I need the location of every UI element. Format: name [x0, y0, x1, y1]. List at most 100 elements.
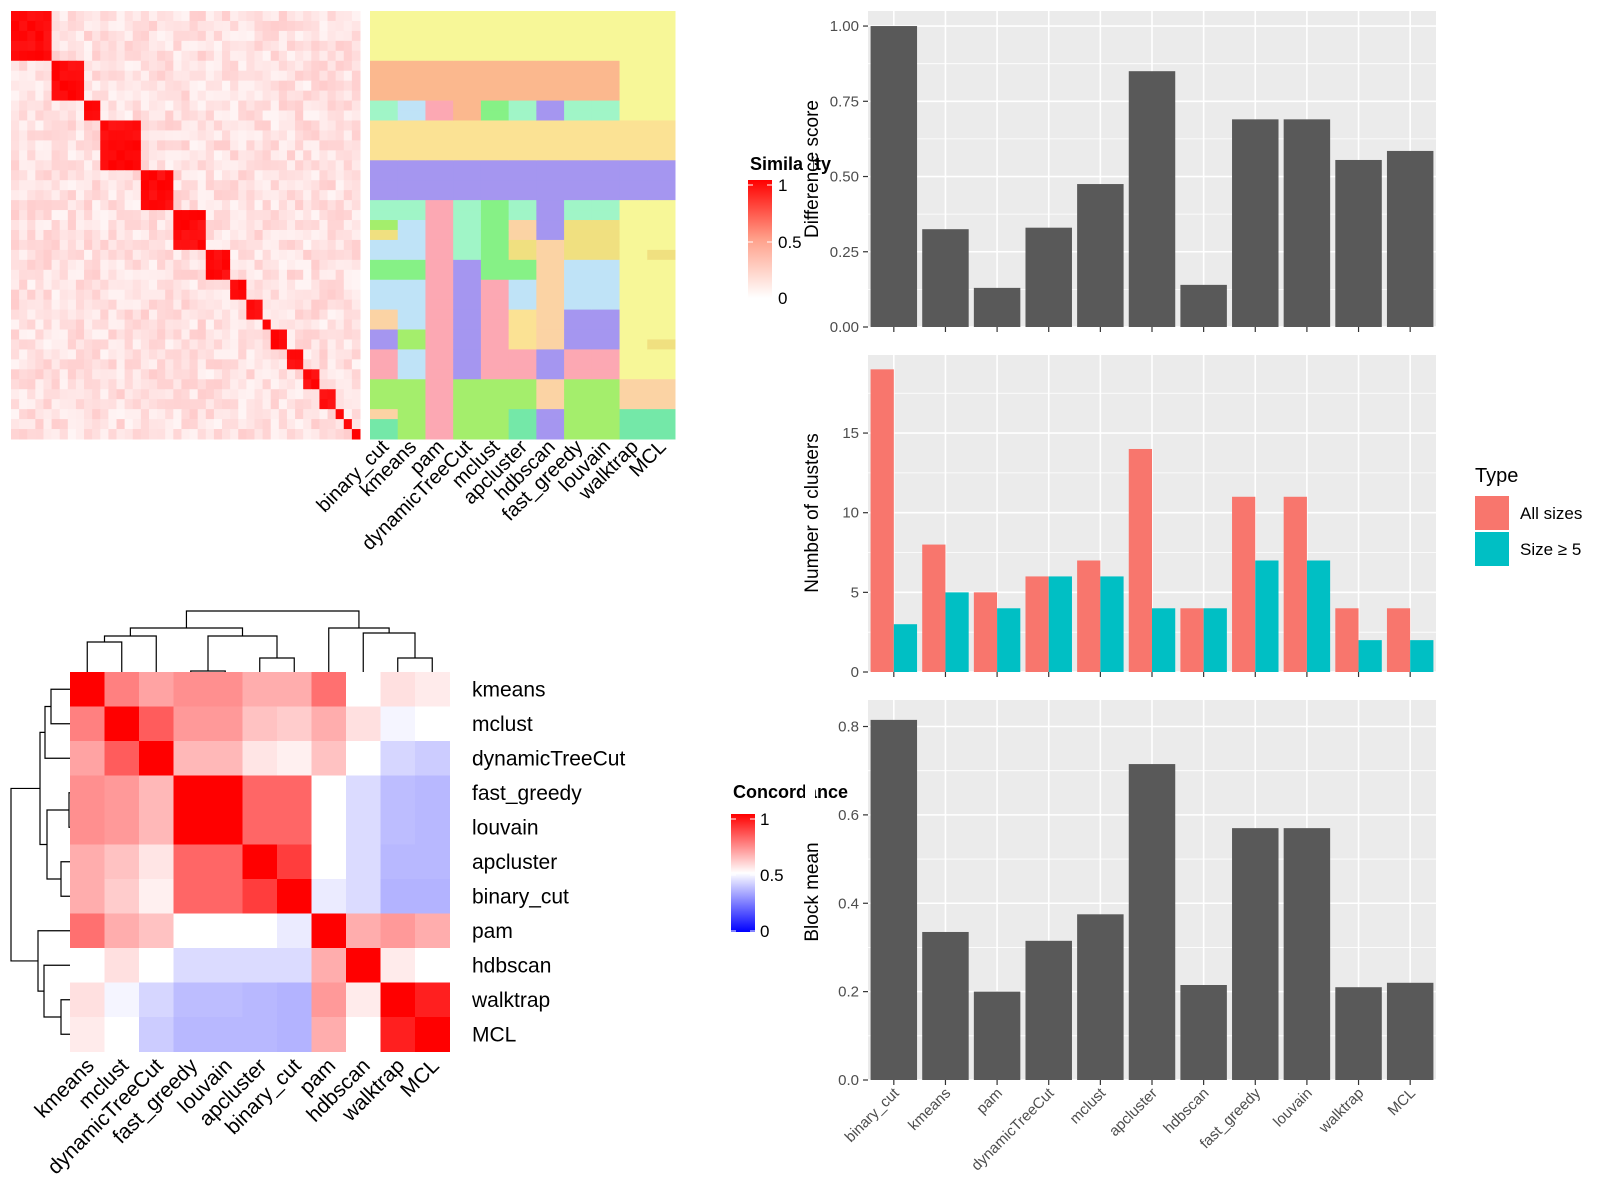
similarity-cell	[84, 170, 93, 181]
similarity-cell	[343, 319, 353, 331]
membership-cell	[370, 289, 399, 301]
membership-cell	[564, 319, 593, 331]
x-tick-label: louvain	[1270, 1085, 1316, 1131]
similarity-colorbar	[748, 180, 772, 298]
similarity-cell	[230, 359, 239, 370]
similarity-cell	[75, 20, 85, 32]
similarity-cell	[51, 20, 61, 32]
similarity-cell	[351, 160, 361, 171]
type-legend: Type All sizes Size ≥ 5	[1475, 465, 1582, 566]
similarity-cell	[230, 70, 239, 82]
similarity-cell	[278, 70, 288, 82]
similarity-cell	[335, 180, 345, 191]
similarity-cell	[100, 279, 109, 291]
similarity-cell	[124, 319, 134, 331]
similarity-cell	[92, 419, 101, 430]
concordance-cell	[277, 775, 312, 811]
similarity-cell	[132, 429, 142, 440]
similarity-cell	[124, 329, 134, 340]
similarity-cell	[246, 70, 255, 82]
similarity-cell	[92, 11, 101, 22]
similarity-cell	[343, 339, 353, 350]
similarity-cell	[19, 329, 28, 340]
similarity-cell	[116, 80, 126, 92]
membership-cell	[370, 329, 399, 340]
similarity-cell	[19, 30, 28, 42]
similarity-cell	[311, 299, 320, 311]
similarity-cell	[335, 239, 345, 251]
similarity-cell	[116, 200, 126, 211]
similarity-cell	[278, 60, 288, 72]
similarity-cell	[205, 11, 215, 22]
similarity-tick-label: 1	[778, 176, 787, 195]
membership-cell	[370, 429, 399, 440]
membership-cell	[425, 20, 454, 32]
similarity-cell	[75, 249, 85, 261]
similarity-cell	[270, 319, 280, 331]
membership-cell	[536, 150, 565, 161]
similarity-cell	[84, 190, 93, 201]
similarity-cell	[230, 200, 239, 211]
membership-cell	[564, 369, 593, 380]
membership-cell	[397, 359, 426, 370]
similarity-cell	[230, 11, 239, 22]
similarity-cell	[11, 319, 20, 331]
similarity-cell	[246, 259, 255, 271]
similarity-cell	[222, 399, 231, 410]
membership-cell	[425, 30, 454, 42]
similarity-cell	[92, 50, 101, 62]
concordance-cell	[242, 775, 278, 811]
membership-cell	[591, 130, 621, 141]
similarity-cell	[319, 309, 329, 321]
similarity-cell	[75, 319, 85, 331]
membership-cell	[370, 20, 399, 32]
similarity-cell	[165, 359, 174, 370]
similarity-cell	[84, 80, 93, 92]
similarity-cell	[132, 180, 142, 191]
similarity-cell	[43, 140, 53, 151]
similarity-cell	[189, 50, 199, 62]
membership-cell	[370, 249, 399, 261]
similarity-cell	[75, 11, 85, 22]
membership-cell	[647, 379, 676, 390]
similarity-cell	[238, 249, 247, 261]
similarity-cell	[197, 170, 207, 181]
membership-cell	[508, 50, 537, 62]
similarity-cell	[173, 399, 182, 410]
similarity-cell	[92, 210, 101, 221]
similarity-cell	[222, 190, 231, 201]
similarity-cell	[189, 120, 199, 131]
similarity-cell	[254, 70, 264, 82]
similarity-cell	[75, 70, 85, 82]
similarity-cell	[262, 11, 272, 22]
similarity-cell	[35, 140, 44, 151]
similarity-cell	[27, 190, 36, 201]
similarity-cell	[157, 399, 166, 410]
similarity-cell	[124, 30, 134, 42]
x-tick-label: walktrap	[1315, 1085, 1367, 1137]
similarity-cell	[246, 349, 255, 360]
similarity-legend: Similarity 10.50	[748, 150, 831, 308]
similarity-cell	[319, 399, 329, 410]
similarity-cell	[270, 389, 280, 400]
similarity-cell	[262, 50, 272, 62]
similarity-cell	[303, 80, 312, 92]
membership-cell	[370, 369, 399, 380]
similarity-cell	[11, 110, 20, 121]
membership-cell	[536, 329, 565, 340]
similarity-cell	[343, 30, 353, 42]
similarity-cell	[51, 329, 61, 340]
membership-cell	[480, 130, 510, 141]
similarity-cell	[108, 210, 118, 221]
similarity-cell	[124, 110, 134, 121]
concordance-cell	[208, 982, 243, 1018]
membership-cell	[591, 389, 621, 400]
similarity-cell	[173, 389, 182, 400]
similarity-cell	[67, 190, 77, 201]
concordance-cell	[104, 844, 140, 880]
similarity-cell	[262, 349, 272, 360]
similarity-cell	[311, 379, 320, 390]
similarity-cell	[11, 160, 20, 171]
similarity-cell	[286, 349, 296, 360]
bar-all-sizes	[1232, 496, 1256, 672]
